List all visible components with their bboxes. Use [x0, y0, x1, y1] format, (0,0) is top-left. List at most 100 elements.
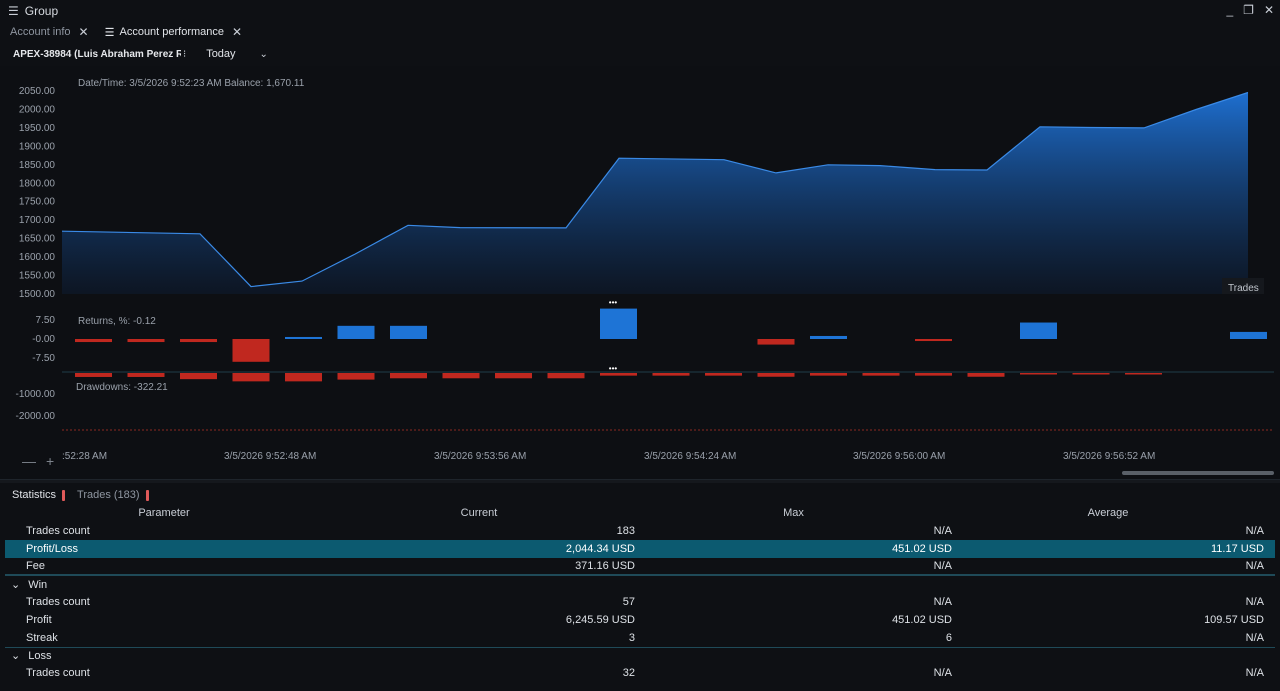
group-label-text: Win [28, 579, 48, 592]
param-cell: Streak [26, 631, 58, 644]
group-label: ⌄ Loss [5, 649, 323, 662]
chart-info-label: Date/Time: 3/5/2026 9:52:23 AM Balance: … [78, 78, 305, 89]
current-cell: 371.16 USD [575, 559, 635, 572]
returns-bar [810, 335, 847, 339]
x-tick-label: 3/5/2026 9:52:48 AM [224, 451, 316, 462]
drawdown-bar [862, 373, 900, 376]
drawdown-bar [337, 373, 375, 380]
max-cell: 451.02 USD [892, 613, 952, 626]
average-cell: 109.57 USD [1204, 613, 1264, 626]
zoom-out-button[interactable]: — [22, 453, 36, 469]
kebab-icon[interactable]: ⁝ [183, 48, 187, 60]
column-header[interactable]: Average [1087, 507, 1129, 519]
current-cell: 183 [616, 524, 635, 537]
x-tick-label: :52:28 AM [62, 451, 107, 462]
table-row[interactable]: Trades count 183 N/A N/A [5, 522, 1275, 540]
tab-statistics[interactable]: Statistics [12, 489, 66, 501]
y-tick-label: 1600.00 [19, 252, 56, 263]
period-select[interactable]: Today [206, 48, 236, 60]
table-row[interactable]: Profit/Loss 2,044.34 USD 451.02 USD 11.17 U… [5, 539, 1275, 558]
y-tick-label: 1650.00 [19, 234, 56, 245]
more-label: ••• [609, 364, 618, 373]
drawdown-bar [547, 373, 585, 379]
close-icon[interactable]: ✕ [78, 25, 89, 39]
horizontal-scrollbar[interactable] [1122, 471, 1274, 475]
tab-label: Trades (183) [77, 489, 140, 501]
window-controls: _ ❐ ✕ [1226, 3, 1274, 17]
panel-divider[interactable] [0, 479, 1280, 483]
current-cell: 57 [622, 596, 635, 609]
param-cell: Trades count [26, 524, 90, 537]
average-cell: N/A [1245, 596, 1264, 609]
account-selector[interactable]: APEX-38984 (Luis Abraham Perez Ra [13, 48, 181, 60]
x-tick-label: 3/5/2026 9:54:24 AM [644, 451, 736, 462]
minimize-icon[interactable]: _ [1226, 3, 1234, 17]
close-icon[interactable]: ✕ [232, 25, 243, 39]
current-cell: 3 [628, 631, 635, 644]
performance-chart[interactable]: 2050.00 2000.00 1950.00 1900.00 1850.00 1800.… [0, 66, 1280, 480]
drawdown-bar [495, 373, 532, 379]
y-tick-label: 2050.00 [19, 86, 56, 97]
returns-bar [390, 325, 427, 339]
table-row[interactable]: Fee 371.16 USD N/A N/A [5, 558, 1275, 576]
y-tick-label: -2000.00 [16, 411, 56, 422]
column-header[interactable]: Max [783, 507, 804, 519]
balance-area [62, 92, 1248, 294]
tab-label: Account info [10, 26, 71, 38]
trades-label-bg [1222, 278, 1264, 294]
max-cell: N/A [933, 524, 952, 537]
tab-account-performance[interactable]: ☰ Account performance ✕ [95, 22, 249, 42]
zoom-in-button[interactable]: + [46, 453, 55, 469]
chevron-down-icon[interactable]: ⌄ [259, 48, 268, 60]
returns-label: Returns, %: -0.12 [78, 316, 156, 327]
y-tick-label: 2000.00 [19, 104, 56, 115]
param-cell: Profit/Loss [26, 542, 78, 555]
menu-icon[interactable]: ☰ [8, 4, 19, 18]
tab-account-info[interactable]: Account info ✕ [0, 22, 95, 42]
table-row[interactable]: Trades count 32 N/A N/A [5, 664, 1275, 682]
trades-label: Trades [1228, 283, 1259, 294]
table-row[interactable]: Profit 6,245.59 USD 451.02 USD 109.57 USD [5, 611, 1275, 629]
y-tick-label: 1750.00 [19, 197, 56, 208]
drawdown-bar [285, 373, 322, 382]
average-cell: N/A [1245, 524, 1264, 537]
close-icon[interactable]: ✕ [1263, 3, 1274, 17]
tab-label: Account performance [119, 26, 225, 38]
max-cell: N/A [933, 667, 952, 680]
tab-trades[interactable]: Trades (183) [77, 489, 149, 501]
tab-bar: Account info ✕ ☰ Account performance ✕ [0, 22, 248, 42]
drawdown-bar [915, 373, 952, 376]
balance-line [61, 91, 1249, 288]
param-cell: Trades count [26, 667, 90, 680]
drawdown-bar [442, 373, 480, 379]
drawdown-bar [75, 373, 112, 377]
max-cell: 6 [945, 631, 952, 644]
chevron-down-icon[interactable]: ⌄ [11, 650, 21, 663]
drawdown-bar [810, 373, 847, 376]
tab-marker [145, 489, 149, 501]
returns-bar [285, 336, 322, 339]
group-row[interactable]: ⌄ Loss [5, 646, 1275, 665]
returns-bar [1230, 331, 1267, 339]
menu-icon: ☰ [104, 26, 115, 39]
chevron-down-icon[interactable]: ⌄ [11, 579, 21, 592]
param-cell: Fee [26, 559, 45, 572]
table-row[interactable]: Streak 3 6 N/A [5, 629, 1275, 647]
returns-bar [915, 339, 952, 342]
window-title: Group [24, 4, 59, 18]
restore-icon[interactable]: ❐ [1243, 3, 1254, 17]
max-cell: N/A [933, 596, 952, 609]
tab-marker [62, 489, 66, 501]
x-tick-label: 3/5/2026 9:53:56 AM [434, 451, 526, 462]
drawdown-bar [757, 373, 795, 377]
x-tick-label: 3/5/2026 9:56:00 AM [853, 451, 945, 462]
group-row[interactable]: ⌄ Win [5, 575, 1275, 593]
max-cell: N/A [933, 559, 952, 572]
column-header[interactable]: Current [460, 507, 498, 519]
current-cell: 2,044.34 USD [565, 542, 635, 555]
x-tick-label: 3/5/2026 9:56:52 AM [1063, 451, 1155, 462]
drawdown-bar [1072, 373, 1110, 375]
y-tick-label: 1900.00 [19, 141, 56, 152]
column-header[interactable]: Parameter [138, 507, 190, 519]
table-row[interactable]: Trades count 57 N/A N/A [5, 593, 1275, 611]
